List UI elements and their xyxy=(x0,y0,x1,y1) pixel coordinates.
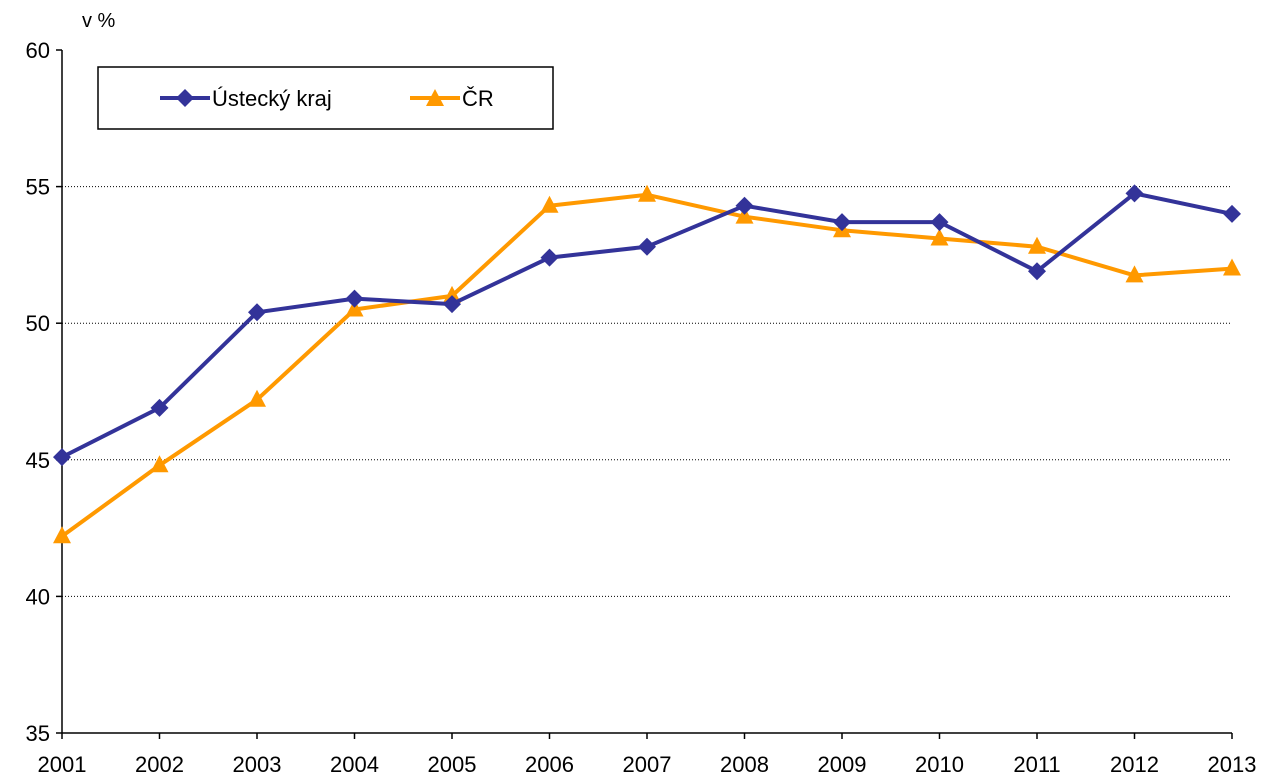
legend-diamond-marker xyxy=(176,89,194,107)
legend-item-cr: ČR xyxy=(410,86,494,111)
y-tick-label: 45 xyxy=(26,448,50,473)
data-point-diamond xyxy=(540,248,559,267)
series-line-ustecky-kraj xyxy=(61,191,1233,459)
x-tick-label: 2003 xyxy=(233,752,282,777)
data-point-triangle xyxy=(150,455,169,473)
x-tick-label: 2001 xyxy=(38,752,87,777)
legend-label-ustecky-kraj: Ústecký kraj xyxy=(212,86,332,111)
data-point-triangle xyxy=(345,299,364,317)
series-lines xyxy=(53,184,1241,544)
legend-triangle-marker xyxy=(426,89,444,106)
data-point-diamond xyxy=(735,196,754,215)
y-tick-labels: 35 40 45 50 55 60 xyxy=(26,38,50,746)
x-tick-label: 2008 xyxy=(720,752,769,777)
y-tick-label: 50 xyxy=(26,311,50,336)
data-point-triangle xyxy=(540,195,559,213)
data-point-diamond xyxy=(833,213,851,232)
y-tick-label: 55 xyxy=(26,175,50,200)
data-point-triangle xyxy=(735,206,754,224)
data-point-diamond xyxy=(1028,262,1046,281)
data-point-diamond xyxy=(930,213,949,232)
data-point-diamond xyxy=(638,237,656,256)
y-axis-unit-label: v % xyxy=(82,10,116,32)
data-point-triangle xyxy=(248,389,266,407)
data-point-diamond xyxy=(345,289,364,308)
data-point-triangle xyxy=(443,285,461,303)
data-point-triangle xyxy=(1125,265,1144,283)
data-point-triangle xyxy=(1028,236,1046,254)
x-tick-label: 2011 xyxy=(1013,752,1060,777)
x-tick-label: 2007 xyxy=(623,752,672,777)
data-point-triangle xyxy=(930,228,949,246)
data-point-diamond xyxy=(150,398,169,417)
x-tick-label: 2004 xyxy=(330,752,379,777)
data-point-diamond xyxy=(53,448,71,467)
data-point-diamond xyxy=(1223,204,1241,223)
x-tick-label: 2010 xyxy=(915,752,964,777)
x-tick-labels: 2001 2002 2003 2004 2005 2006 2007 2008 2009 2010… xyxy=(38,752,1257,777)
x-tick-label: 2006 xyxy=(525,752,574,777)
legend: Ústecký kraj ČR xyxy=(97,66,554,130)
data-point-triangle xyxy=(53,526,71,544)
axes xyxy=(56,49,1233,739)
x-tick-label: 2005 xyxy=(428,752,477,777)
data-point-diamond xyxy=(248,303,266,322)
y-tick-label: 60 xyxy=(26,38,50,63)
x-tick-label: 2009 xyxy=(818,752,867,777)
data-point-diamond xyxy=(1125,184,1144,203)
data-point-triangle xyxy=(1223,258,1241,276)
y-tick-label: 40 xyxy=(26,584,50,609)
legend-item-ustecky-kraj: Ústecký kraj xyxy=(160,86,332,111)
data-point-diamond xyxy=(443,295,461,314)
y-tick-label: 35 xyxy=(26,721,50,746)
legend-label-cr: ČR xyxy=(462,86,494,111)
x-tick-label: 2013 xyxy=(1208,752,1257,777)
x-tick-label: 2012 xyxy=(1110,752,1159,777)
data-point-triangle xyxy=(638,184,656,202)
x-tick-label: 2002 xyxy=(135,752,184,777)
